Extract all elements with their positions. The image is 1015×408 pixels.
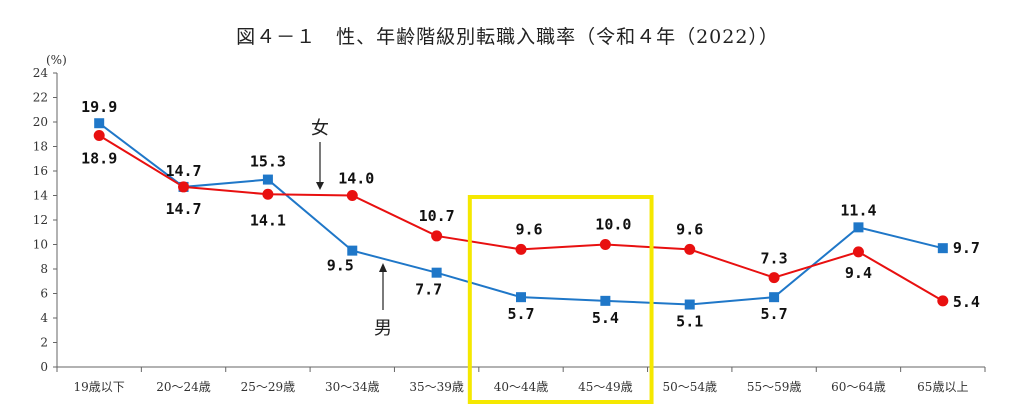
data-label: 14.7 [165,200,201,218]
data-label: 19.9 [81,98,117,116]
data-label: 9.7 [953,239,980,257]
data-point-square [347,245,358,256]
y-tick-label: 14 [33,189,49,203]
x-tick-label: 40～44歳 [494,380,549,394]
data-label: 14.1 [250,211,286,229]
series-markers [93,118,949,310]
y-tick-label: 20 [33,115,48,129]
annotation-female: 女 [311,118,329,139]
x-tick-label: 45～49歳 [578,380,633,394]
data-point-circle [937,295,949,307]
data-label: 14.0 [338,170,374,188]
annotations: 女男 [311,118,392,339]
y-tick-label: 12 [33,213,48,227]
data-point-circle [515,243,527,255]
data-label: 18.9 [81,149,117,167]
data-label: 15.3 [250,153,286,171]
data-point-square [853,222,864,233]
data-label: 7.7 [415,281,442,299]
annotation-male: 男 [374,318,392,339]
data-label: 11.4 [840,201,876,219]
data-point-circle [599,239,611,250]
data-label: 5.7 [761,305,788,323]
y-tick-label: 18 [33,140,48,154]
data-label: 5.4 [592,309,619,327]
data-labels: 19.9 14.7 15.3 9.5 7.7 5.7 5.4 5.1 5.7 11.4 9.7 18.… [81,98,980,330]
data-label: 5.4 [953,293,980,311]
annotation-female-arrowhead [316,182,324,190]
data-label: 9.5 [327,257,354,275]
x-tick-label: 25～29歳 [241,380,296,394]
y-tick-label: 8 [40,262,48,276]
data-point-circle [684,243,696,255]
data-point-circle [431,230,443,242]
y-axis-unit-label: (%) [46,53,67,67]
data-label: 9.6 [676,220,703,238]
y-tick-label: 16 [33,164,48,178]
data-point-square [94,118,105,129]
data-point-square [600,295,611,306]
x-tick-label: 60～64歳 [831,380,886,394]
x-tick-label: 50～54歳 [662,380,717,394]
data-label: 5.7 [507,305,534,323]
data-point-square [262,174,273,185]
data-point-square [431,267,442,278]
y-tick-label: 10 [33,238,48,252]
data-label: 10.7 [419,207,455,225]
x-tick-label: 55～59歳 [747,380,802,394]
y-tick-label: 2 [40,336,48,350]
y-tick-label: 6 [40,287,48,301]
data-point-circle [852,246,864,258]
y-tick-label: 0 [40,360,48,374]
x-axis-ticks: 19歳以下 20～24歳 25～29歳 30～34歳 35～39歳 40～44歳 45～49… [56,367,986,394]
series-line-2 [98,134,944,302]
data-label: 10.0 [595,216,631,234]
x-tick-label: 19歳以下 [74,380,125,394]
data-point-square [684,299,695,310]
highlight-box [467,195,654,404]
data-point-circle [93,129,105,141]
data-point-square [769,292,780,303]
data-point-circle [262,188,274,200]
y-tick-label: 24 [33,66,49,80]
data-label: 9.4 [845,264,872,282]
x-tick-label: 65歳以上 [917,380,968,394]
x-tick-label: 20～24歳 [156,380,211,394]
data-point-circle [768,272,780,284]
series-line-1 [98,122,944,306]
data-point-circle [178,181,190,193]
x-tick-label: 35～39歳 [409,380,464,394]
data-label: 14.7 [165,162,201,180]
chart-title: 図４－１ 性、年齢階級別転職入職率（令和４年（2022）） [236,26,779,48]
data-label: 9.6 [515,220,542,238]
data-label: 5.1 [676,313,703,331]
x-tick-label: 30～34歳 [325,380,380,394]
data-point-square [516,292,526,303]
highlight-rectangle [467,195,654,404]
series-lines [98,122,944,306]
data-point-circle [346,190,358,201]
y-tick-label: 4 [40,311,48,325]
data-point-square [937,243,948,254]
data-label: 7.3 [761,250,788,268]
annotation-male-arrowhead [379,263,387,272]
y-tick-label: 22 [33,91,48,105]
